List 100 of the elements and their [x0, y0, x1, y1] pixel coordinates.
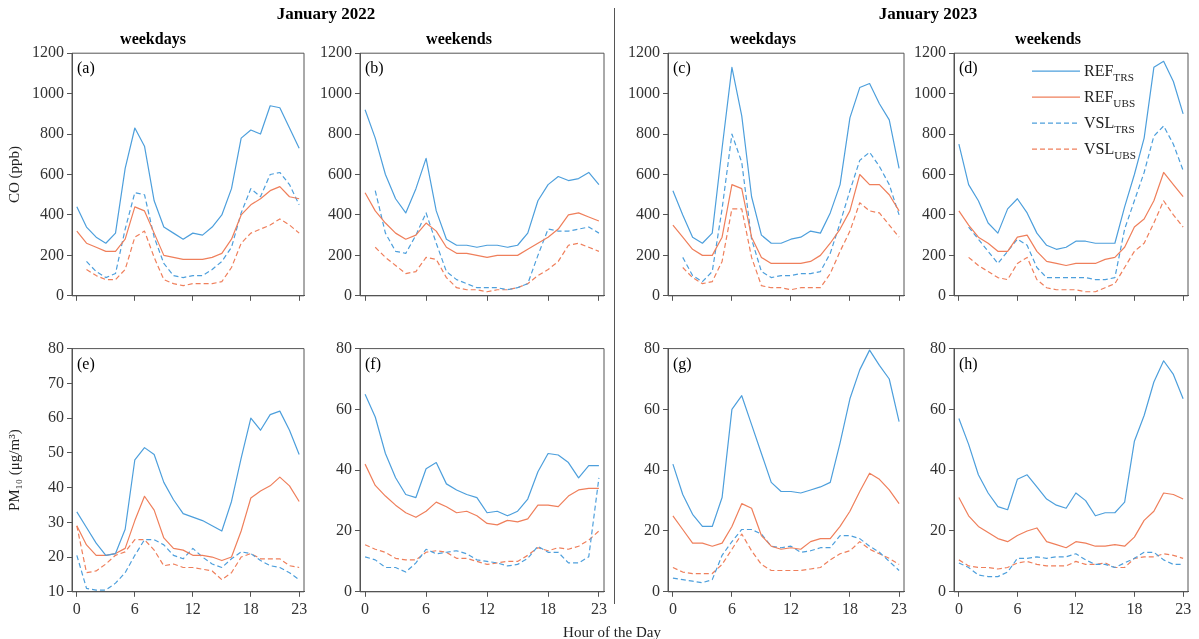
y-tick-label: 200	[40, 245, 64, 263]
y-tick-label: 400	[636, 205, 660, 223]
y-tick-label: 80	[930, 338, 946, 356]
y-tick-label: 0	[344, 286, 352, 303]
y-axis-title: CO (ppb)	[5, 145, 23, 204]
y-tick-label: 0	[56, 286, 64, 303]
annotation: (c)	[673, 59, 691, 78]
annotation: (e)	[77, 354, 95, 373]
x-tick-label: 18	[540, 599, 557, 617]
y-tick-label: 40	[930, 460, 946, 478]
line-series	[364, 530, 600, 566]
x-tick-label: 6	[1013, 599, 1022, 617]
y-tick-label: 20	[644, 521, 660, 539]
line-series	[958, 553, 1184, 570]
chart-title: weekends	[1015, 29, 1081, 47]
chart-title: weekends	[426, 29, 492, 47]
line-series	[682, 202, 900, 291]
y-tick-label: 40	[336, 460, 352, 478]
y-tick-label: 1200	[320, 43, 352, 61]
x-tick-label: 23	[291, 599, 308, 617]
y-tick-label: 0	[938, 582, 946, 599]
x-tick-label: 12	[479, 599, 496, 617]
line-series	[76, 539, 300, 591]
x-tick-label: 12	[184, 599, 201, 617]
x-tick-label: 18	[242, 599, 259, 617]
x-tick-label: 0	[361, 599, 370, 617]
y-tick-label: 600	[40, 164, 64, 182]
y-tick-label: 800	[922, 124, 946, 142]
y-tick-label: 50	[48, 443, 64, 461]
chart-title: weekdays	[120, 29, 186, 48]
y-tick-label: 200	[636, 245, 660, 263]
x-tick-label: 18	[1126, 599, 1143, 617]
y-tick-label: 70	[48, 373, 64, 391]
chart-subtitle: January 2022	[275, 4, 377, 24]
y-tick-label: 800	[40, 124, 64, 142]
y-tick-label: 80	[644, 338, 660, 356]
y-tick-label: 600	[636, 164, 660, 182]
y-tick-label: 60	[48, 408, 64, 426]
y-tick-label: 400	[328, 205, 352, 223]
annotation: (a)	[77, 59, 95, 78]
y-axis-title: PM₁₀ (μg/m³)	[5, 429, 23, 512]
y-tick-label: 0	[652, 286, 660, 303]
annotation: (h)	[959, 354, 978, 373]
y-tick-label: 0	[344, 582, 352, 599]
y-tick-label: 600	[328, 164, 352, 182]
y-tick-label: 80	[336, 338, 352, 356]
line-series	[682, 133, 900, 283]
annotation: (b)	[365, 59, 384, 78]
y-tick-label: 1000	[914, 83, 946, 101]
y-tick-label: 1200	[32, 43, 64, 61]
y-tick-label: 1200	[914, 43, 946, 61]
y-tick-label: 40	[644, 460, 660, 478]
y-tick-label: 20	[930, 521, 946, 539]
y-tick-label: 1000	[32, 83, 64, 101]
x-tick-label: 0	[954, 599, 963, 617]
y-tick-label: 800	[636, 124, 660, 142]
x-tick-label: 12	[782, 599, 799, 617]
y-tick-label: 60	[644, 399, 660, 417]
line-series	[85, 218, 300, 287]
x-tick-label: 12	[1067, 599, 1084, 617]
line-series	[85, 171, 300, 279]
y-tick-label: 600	[922, 164, 946, 182]
y-tick-label: 10	[48, 582, 64, 599]
x-tick-label: 6	[130, 599, 139, 617]
y-tick-label: 200	[922, 245, 946, 263]
line-series	[374, 190, 600, 291]
y-tick-label: 0	[652, 582, 660, 599]
line-series	[968, 200, 1184, 293]
chart-title: weekdays	[730, 29, 796, 48]
y-tick-label: 1000	[628, 83, 660, 101]
y-tick-label: 30	[48, 512, 64, 530]
y-tick-label: 20	[336, 521, 352, 539]
line-series	[672, 528, 900, 584]
annotation: (g)	[673, 354, 692, 373]
line-series	[364, 477, 600, 573]
y-tick-label: 60	[930, 399, 946, 417]
x-tick-label: 18	[841, 599, 858, 617]
y-tick-label: 20	[48, 547, 64, 565]
y-tick-label: 0	[938, 286, 946, 303]
x-tick-label: 6	[422, 599, 431, 617]
chart-subtitle: January 2023	[877, 4, 979, 24]
y-tick-label: 40	[48, 477, 64, 495]
x-tick-label: 23	[891, 599, 908, 617]
x-tick-label: 23	[590, 599, 607, 617]
annotation: (d)	[959, 59, 978, 78]
x-tick-label: 23	[1175, 599, 1192, 617]
y-tick-label: 400	[922, 205, 946, 223]
line-series	[374, 242, 600, 293]
x-tick-label: 0	[668, 599, 677, 617]
y-tick-label: 400	[40, 205, 64, 223]
y-tick-label: 1200	[628, 43, 660, 61]
annotation: (f)	[365, 354, 381, 373]
x-tick-label: 0	[72, 599, 81, 617]
y-tick-label: 80	[48, 338, 64, 356]
line-series	[958, 551, 1184, 578]
line-series	[672, 533, 900, 575]
y-tick-label: 200	[328, 245, 352, 263]
y-tick-label: 800	[328, 124, 352, 142]
y-tick-label: 60	[336, 399, 352, 417]
y-tick-label: 1000	[320, 83, 352, 101]
